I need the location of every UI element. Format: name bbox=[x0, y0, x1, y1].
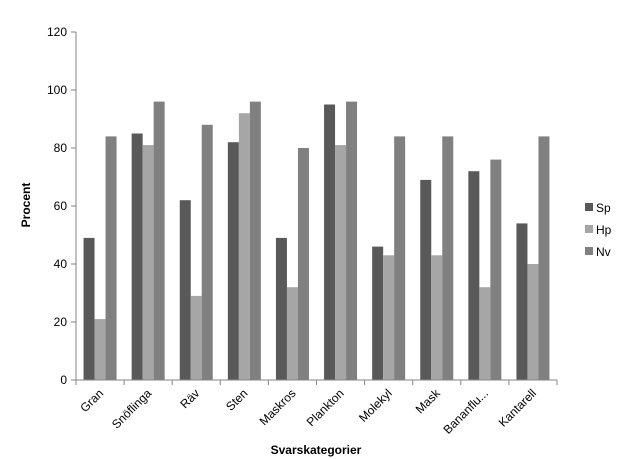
bar-nv-2 bbox=[201, 124, 213, 380]
bar-nv-5 bbox=[346, 101, 358, 380]
bar-nv-8 bbox=[490, 159, 502, 380]
bar-hp-6 bbox=[383, 255, 395, 380]
x-tick-label: Räv bbox=[177, 386, 202, 411]
bar-hp-4 bbox=[286, 287, 298, 380]
bars-group bbox=[83, 101, 550, 380]
bar-sp-8 bbox=[468, 171, 480, 380]
y-tick-label: 80 bbox=[54, 141, 68, 155]
y-tick-label: 40 bbox=[54, 257, 68, 271]
legend-swatch-hp bbox=[585, 225, 593, 233]
legend-label-nv: Nv bbox=[596, 245, 611, 259]
y-tick-label: 100 bbox=[47, 83, 67, 97]
x-tick-label: Bananflu... bbox=[441, 386, 491, 436]
bar-nv-0 bbox=[105, 136, 117, 380]
x-tick-label: Molekyl bbox=[356, 386, 395, 425]
bar-hp-2 bbox=[190, 295, 202, 380]
legend-label-hp: Hp bbox=[596, 223, 612, 237]
x-tick-label: Plankton bbox=[304, 386, 347, 429]
bar-sp-7 bbox=[420, 179, 432, 380]
x-tick-label: Snöflinga bbox=[109, 386, 155, 432]
bar-sp-6 bbox=[372, 246, 384, 380]
bar-sp-0 bbox=[83, 237, 95, 380]
bar-nv-1 bbox=[153, 101, 165, 380]
x-tick-label: Kantarell bbox=[496, 386, 539, 429]
bar-sp-4 bbox=[275, 237, 287, 380]
bar-hp-3 bbox=[238, 113, 250, 380]
bar-hp-7 bbox=[431, 255, 443, 380]
y-tick-label: 120 bbox=[47, 25, 67, 39]
bar-sp-3 bbox=[227, 142, 239, 380]
bar-hp-9 bbox=[527, 264, 539, 380]
x-tick-label: Maskros bbox=[257, 386, 299, 428]
y-tick-label: 60 bbox=[54, 199, 68, 213]
bar-nv-6 bbox=[394, 136, 406, 380]
bar-nv-9 bbox=[538, 136, 550, 380]
legend: Sp Hp Nv bbox=[585, 201, 612, 259]
bar-hp-0 bbox=[94, 319, 106, 380]
bar-hp-5 bbox=[335, 145, 347, 380]
bar-sp-5 bbox=[324, 104, 336, 380]
y-tick-label: 0 bbox=[60, 373, 67, 387]
x-tick-label: Gran bbox=[77, 386, 106, 415]
bar-nv-3 bbox=[249, 101, 261, 380]
y-axis-title: Procent bbox=[19, 183, 33, 228]
y-tick-label: 20 bbox=[54, 315, 68, 329]
legend-swatch-nv bbox=[585, 247, 593, 255]
bar-hp-8 bbox=[479, 287, 491, 380]
bar-sp-1 bbox=[131, 133, 143, 380]
x-axis-title: Svarskategorier bbox=[271, 443, 362, 457]
legend-swatch-sp bbox=[585, 203, 593, 211]
bar-nv-4 bbox=[297, 148, 309, 380]
x-tick-label: Mask bbox=[413, 386, 444, 417]
bar-sp-2 bbox=[179, 200, 191, 380]
x-tick-label: Sten bbox=[223, 386, 250, 413]
bar-sp-9 bbox=[516, 223, 528, 380]
bar-nv-7 bbox=[442, 136, 454, 380]
bar-hp-1 bbox=[142, 145, 154, 380]
legend-label-sp: Sp bbox=[596, 201, 611, 215]
